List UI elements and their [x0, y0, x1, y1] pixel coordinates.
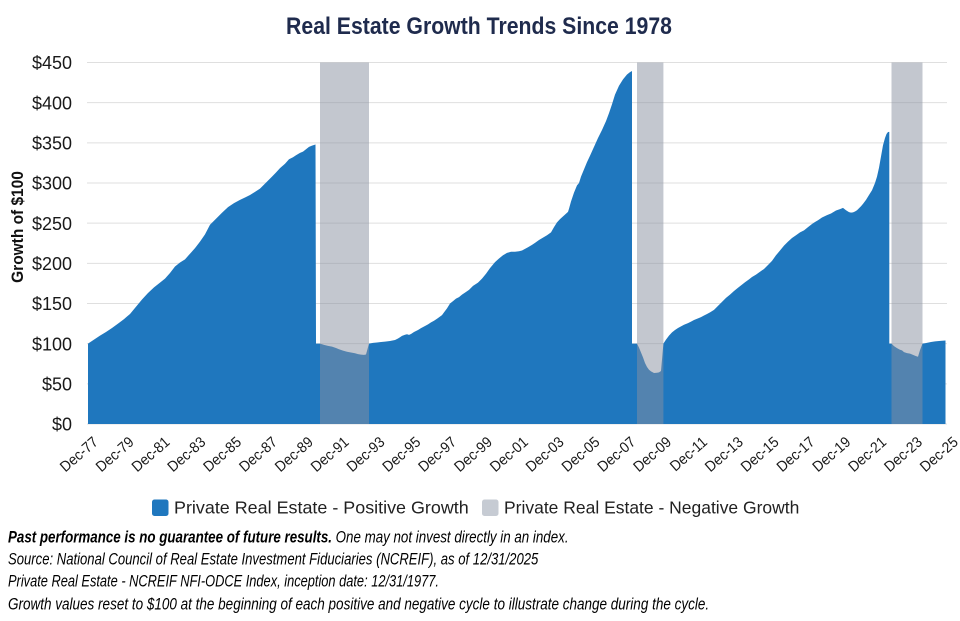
svg-text:Dec-13: Dec-13	[702, 434, 746, 476]
svg-text:$250: $250	[32, 214, 72, 234]
svg-text:Dec-19: Dec-19	[810, 434, 854, 476]
svg-text:Dec-85: Dec-85	[201, 434, 245, 476]
svg-text:Dec-25: Dec-25	[917, 434, 960, 476]
svg-text:Growth of $100: Growth of $100	[8, 171, 27, 283]
svg-text:Dec-11: Dec-11	[667, 434, 711, 475]
svg-text:Dec-15: Dec-15	[738, 434, 782, 476]
svg-text:$50: $50	[42, 375, 72, 395]
svg-text:Dec-07: Dec-07	[595, 434, 639, 476]
svg-text:Dec-17: Dec-17	[774, 434, 818, 476]
svg-text:Real Estate Growth Trends Sinc: Real Estate Growth Trends Since 1978	[286, 12, 672, 40]
svg-text:Dec-93: Dec-93	[344, 434, 388, 476]
svg-text:Dec-23: Dec-23	[881, 434, 925, 476]
svg-text:Dec-79: Dec-79	[93, 434, 137, 476]
svg-text:Dec-89: Dec-89	[272, 434, 316, 476]
svg-text:Source: National Council of Re: Source: National Council of Real Estate …	[8, 550, 539, 569]
svg-text:Dec-09: Dec-09	[631, 434, 675, 476]
svg-text:Growth values reset to $100 at: Growth values reset to $100 at the begin…	[8, 595, 709, 614]
svg-text:Dec-95: Dec-95	[380, 434, 424, 476]
svg-text:$300: $300	[32, 174, 72, 194]
svg-text:Dec-03: Dec-03	[523, 434, 567, 476]
svg-text:Dec-81: Dec-81	[129, 434, 173, 476]
svg-text:Private Real Estate - Positive: Private Real Estate - Positive Growth	[174, 497, 469, 517]
svg-text:Private Real Estate - NCREIF N: Private Real Estate - NCREIF NFI-ODCE In…	[8, 572, 439, 591]
svg-text:Dec-91: Dec-91	[308, 434, 352, 476]
svg-text:$350: $350	[32, 134, 72, 154]
svg-text:Dec-01: Dec-01	[487, 434, 531, 476]
svg-text:$150: $150	[32, 294, 72, 314]
svg-text:$0: $0	[52, 415, 72, 435]
svg-text:Dec-99: Dec-99	[451, 434, 495, 476]
svg-text:$400: $400	[32, 93, 72, 113]
svg-text:Dec-87: Dec-87	[236, 434, 280, 476]
svg-text:Dec-83: Dec-83	[165, 434, 209, 476]
svg-text:Dec-77: Dec-77	[57, 434, 101, 476]
svg-text:Private Real Estate - Negative: Private Real Estate - Negative Growth	[504, 497, 799, 517]
svg-text:Dec-21: Dec-21	[846, 434, 890, 476]
svg-text:$100: $100	[32, 334, 72, 354]
svg-text:Past performance is no guarant: Past performance is no guarantee of futu…	[8, 528, 569, 547]
svg-text:Dec-97: Dec-97	[416, 434, 460, 476]
svg-text:$450: $450	[32, 53, 72, 73]
svg-text:Dec-05: Dec-05	[559, 434, 603, 476]
svg-text:$200: $200	[32, 254, 72, 274]
